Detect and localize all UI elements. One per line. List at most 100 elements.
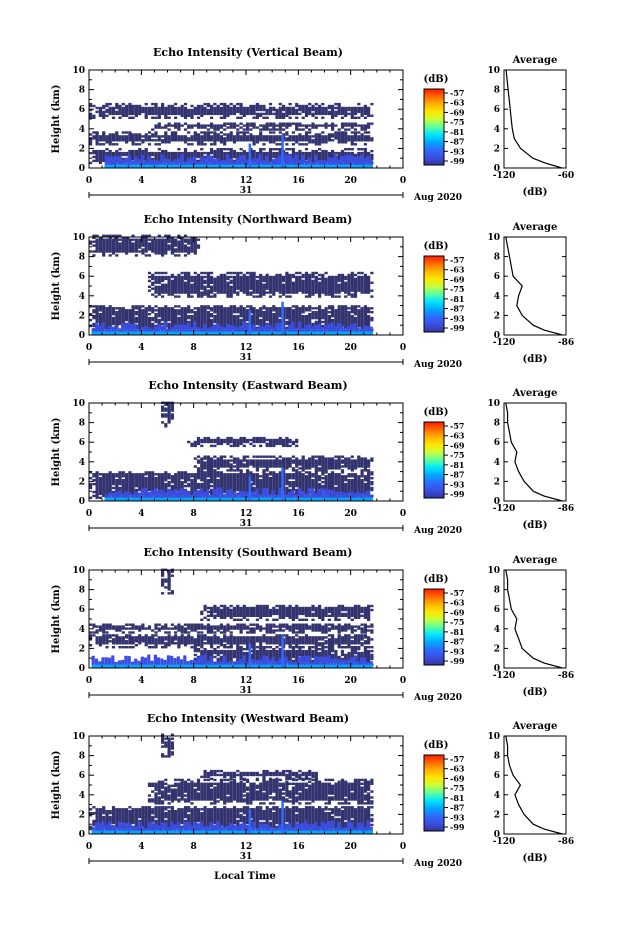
- echo-cell: [89, 240, 93, 243]
- echo-cell: [268, 488, 273, 492]
- echo-cell: [154, 291, 158, 294]
- echo-cell: [226, 479, 230, 482]
- echo-cell: [213, 155, 217, 159]
- echo-cell: [268, 285, 273, 288]
- near-ground-echo: [307, 157, 311, 168]
- echo-cell: [118, 313, 122, 316]
- echo-cell: [102, 248, 106, 251]
- average-x-tick-label: -60: [558, 171, 574, 181]
- x-tick-label: 0: [400, 343, 406, 353]
- echo-cell: [324, 482, 328, 486]
- echo-cell: [229, 151, 233, 155]
- echo-cell: [102, 481, 106, 484]
- echo-cell: [157, 242, 161, 245]
- echo-cell: [321, 141, 325, 144]
- echo-cell: [187, 114, 191, 117]
- echo-cell: [272, 122, 276, 125]
- echo-cell: [340, 153, 345, 157]
- echo-cell: [278, 143, 282, 146]
- echo-cell: [115, 473, 119, 476]
- surface-echo: [108, 331, 112, 335]
- echo-cell: [138, 139, 142, 142]
- echo-cell: [118, 246, 122, 249]
- surface-echo: [336, 164, 341, 168]
- echo-cell: [138, 104, 142, 108]
- echo-cell: [298, 482, 302, 486]
- echo-cell: [102, 494, 106, 498]
- echo-cell: [210, 322, 214, 326]
- echo-cell: [147, 279, 152, 283]
- echo-cell: [98, 244, 102, 247]
- echo-cell: [327, 477, 331, 480]
- echo-cell: [219, 139, 223, 142]
- echo-cell: [367, 126, 371, 129]
- echo-cell: [98, 248, 102, 251]
- echo-cell: [190, 311, 194, 314]
- echo-cell: [105, 477, 109, 480]
- echo-cell: [252, 482, 256, 486]
- echo-cell: [223, 143, 227, 146]
- echo-cell: [278, 475, 282, 478]
- echo-cell: [236, 316, 240, 320]
- echo-cell: [236, 124, 240, 127]
- echo-cell: [288, 316, 292, 320]
- echo-cell: [223, 116, 227, 119]
- echo-cell: [170, 313, 174, 316]
- echo-cell: [170, 273, 174, 277]
- echo-cell: [337, 153, 341, 157]
- echo-cell: [174, 137, 178, 140]
- echo-cell: [288, 291, 292, 294]
- near-ground-echo: [265, 155, 269, 168]
- echo-cell: [278, 114, 282, 117]
- echo-cell: [180, 289, 184, 292]
- echo-cell: [157, 289, 161, 292]
- echo-cell: [268, 112, 273, 116]
- echo-cell: [347, 106, 351, 110]
- echo-cell: [262, 307, 266, 310]
- echo-cell: [154, 275, 158, 279]
- echo-cell: [151, 475, 155, 478]
- echo-cell: [193, 250, 197, 253]
- echo-cell: [151, 477, 155, 480]
- echo-cell: [167, 238, 171, 241]
- echo-cell: [203, 316, 207, 320]
- echo-cell: [200, 110, 204, 114]
- echo-cell: [177, 481, 181, 484]
- echo-cell: [190, 277, 194, 281]
- echo-cell: [314, 477, 318, 480]
- echo-cell: [239, 104, 243, 108]
- echo-cell: [161, 126, 165, 129]
- echo-cell: [138, 143, 142, 146]
- echo-cell: [301, 484, 305, 488]
- echo-cell: [95, 131, 99, 134]
- echo-cell: [308, 281, 312, 284]
- echo-cell: [147, 305, 152, 308]
- echo-cell: [278, 313, 282, 316]
- echo-cell: [216, 309, 220, 312]
- echo-cell: [331, 309, 335, 312]
- echo-cell: [190, 110, 194, 114]
- echo-cell: [295, 283, 299, 286]
- echo-cell: [318, 133, 322, 136]
- echo-cell: [265, 124, 269, 127]
- echo-cell: [255, 141, 259, 144]
- echo-cell: [193, 149, 197, 153]
- echo-cell: [308, 291, 312, 294]
- echo-cell: [161, 287, 165, 290]
- echo-cell: [161, 473, 165, 476]
- echo-cell: [89, 104, 93, 108]
- echo-cell: [147, 324, 152, 328]
- echo-cell: [360, 291, 364, 294]
- surface-echo: [101, 331, 105, 335]
- echo-cell: [311, 289, 315, 292]
- near-ground-echo: [202, 157, 206, 168]
- echo-cell: [337, 155, 341, 159]
- near-ground-echo: [209, 326, 213, 335]
- near-ground-echo: [193, 321, 197, 335]
- echo-cell: [314, 287, 318, 290]
- echo-cell: [288, 473, 292, 476]
- echo-cell: [134, 137, 138, 140]
- echo-cell: [95, 475, 99, 478]
- echo-cell: [177, 112, 181, 116]
- echo-cell: [102, 157, 106, 161]
